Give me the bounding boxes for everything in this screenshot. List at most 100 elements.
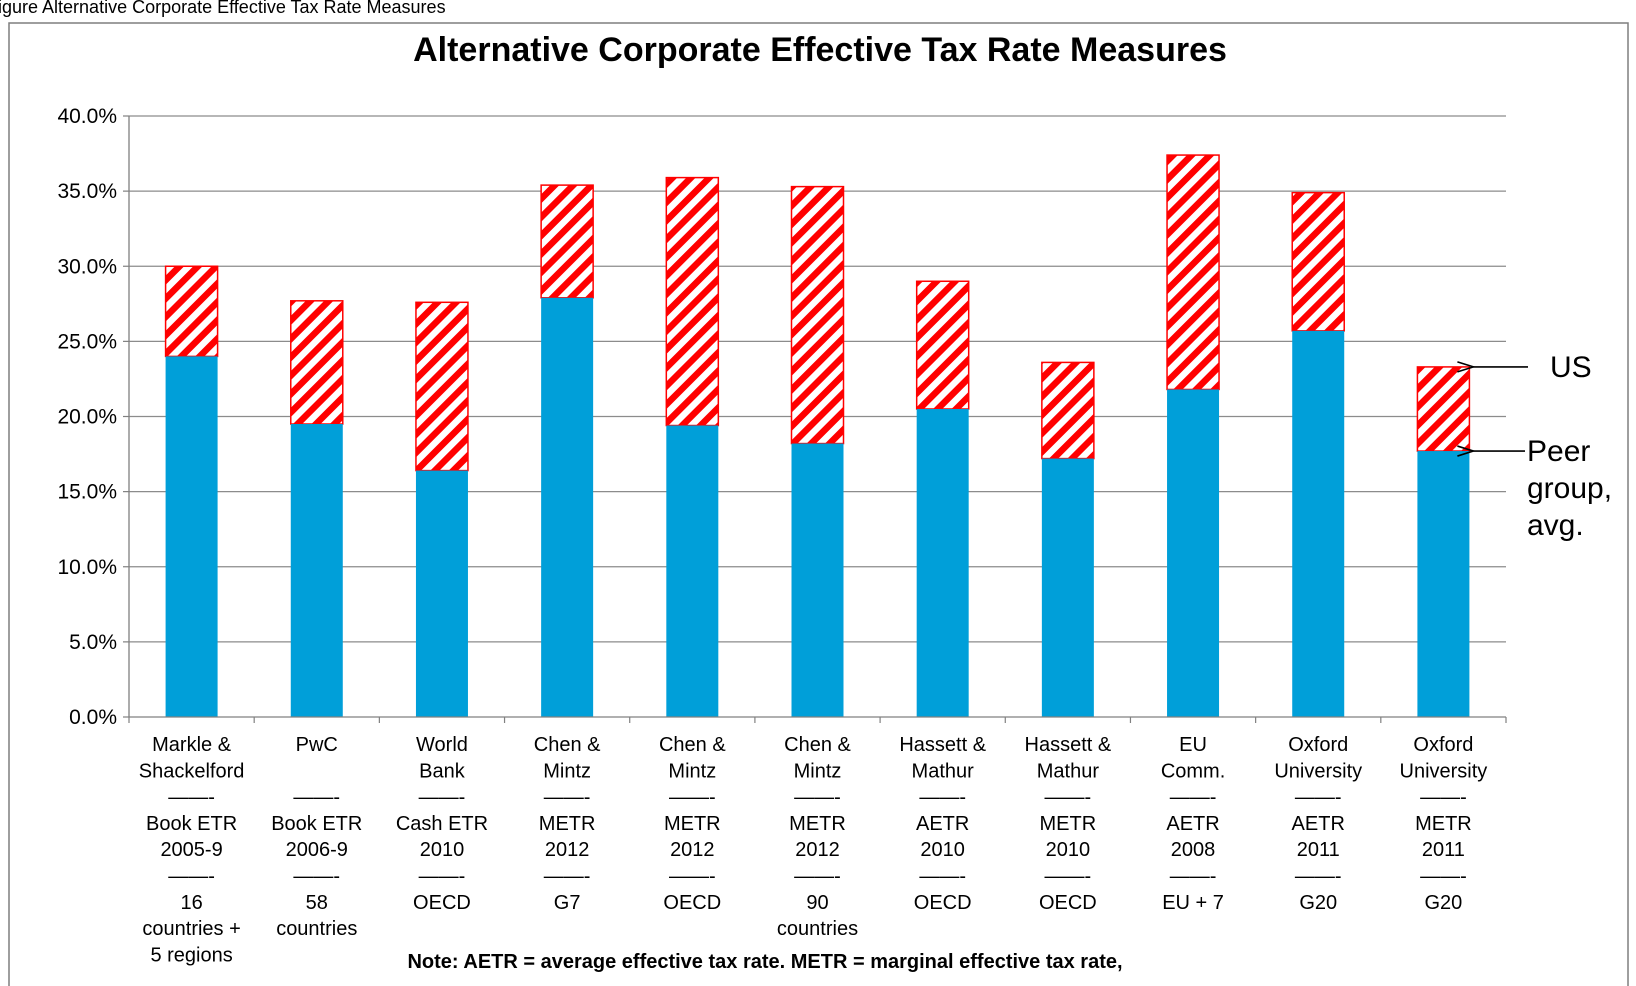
x-tick-label-group: Hassett & Mathur ——- AETR 2010 ——- OECD: [899, 734, 986, 914]
peer-group-annotation-label: Peer: [1527, 435, 1590, 468]
x-tick-label: ——-: [1295, 866, 1342, 888]
x-tick-label: 2012: [670, 839, 715, 861]
x-tick-label: 2006-9: [286, 839, 348, 861]
x-tick-label: 2010: [1046, 839, 1091, 861]
bar-us-increment: [1416, 366, 1471, 452]
x-tick-label-group: World Bank ——- Cash ETR 2010 ——- OECD: [396, 734, 488, 914]
x-tick-label: ——-: [419, 866, 466, 888]
x-tick-label: Hassett &: [899, 734, 986, 756]
y-tick-label: 30.0%: [57, 255, 117, 278]
x-tick-label: Hassett &: [1025, 734, 1112, 756]
x-tick-label: EU: [1179, 734, 1207, 756]
bar-peer-average: [1417, 451, 1470, 717]
x-tick-label: Mintz: [543, 760, 591, 782]
peer-group-annotation-label: group,: [1527, 472, 1612, 505]
bar-us-increment: [1291, 191, 1345, 332]
x-tick-label: ——-: [1420, 787, 1467, 809]
bar-peer-average: [916, 408, 969, 717]
y-axis-ticks: 0.0% 5.0% 10.0% 15.0% 20.0% 25.0% 30.0% 35.0% 40…: [57, 105, 129, 729]
y-tick-label: 25.0%: [57, 330, 117, 353]
bar-us-increment: [1041, 361, 1095, 460]
x-tick-label: OECD: [1039, 892, 1097, 914]
bar-us-increment: [164, 265, 219, 358]
y-tick-label: 0.0%: [69, 706, 117, 729]
x-tick-label: ——-: [168, 866, 215, 888]
x-tick-label: Markle &: [152, 734, 232, 756]
bar-us-increment: [415, 301, 469, 472]
x-axis-labels: Markle & Shackelford ——- Book ETR 2005-9 ——- 1…: [139, 734, 1488, 966]
x-tick-label: Chen &: [784, 734, 851, 756]
x-tick-label: ——-: [919, 866, 966, 888]
x-tick-label: countries: [777, 918, 858, 940]
x-tick-label: ——-: [419, 787, 466, 809]
x-tick-label: 90: [806, 892, 828, 914]
y-tick-label: 10.0%: [57, 556, 117, 579]
bar-us-increment: [790, 185, 845, 445]
y-tick-label: 15.0%: [57, 481, 117, 504]
x-tick-label: ——-: [1170, 866, 1217, 888]
x-tick-label: Mintz: [794, 760, 842, 782]
x-tick-label: 2010: [920, 839, 965, 861]
x-tick-label: 2005-9: [160, 839, 222, 861]
bar-peer-average: [1292, 330, 1345, 717]
x-tick-label: ——-: [794, 866, 841, 888]
x-tick-label: Shackelford: [139, 760, 245, 782]
x-tick-label: ——-: [1295, 787, 1342, 809]
x-tick-label: Oxford: [1288, 734, 1348, 756]
x-tick-label: ——-: [669, 866, 716, 888]
x-tick-label-group: Chen & Mintz ——- METR 2012 ——- OECD: [659, 734, 726, 914]
axes: [128, 116, 1507, 723]
bar-peer-average: [415, 470, 468, 717]
bar-us-increment: [915, 280, 970, 410]
x-tick-label: ——-: [293, 787, 340, 809]
x-tick-label-group: EU Comm. ——- AETR 2008 ——- EU + 7: [1161, 734, 1225, 914]
x-tick-label: ——-: [544, 866, 591, 888]
x-tick-label: METR: [539, 813, 596, 835]
x-tick-label: ——-: [293, 866, 340, 888]
x-tick-label: EU + 7: [1162, 892, 1224, 914]
x-tick-label: METR: [1415, 813, 1472, 835]
bars: [164, 154, 1471, 717]
bar-peer-average: [290, 424, 343, 717]
x-tick-label-group: Hassett & Mathur ——- METR 2010 ——- OECD: [1025, 734, 1112, 914]
bar-us-increment: [1166, 154, 1220, 391]
x-tick-label-group: PwC ——- Book ETR 2006-9 ——- 58 countries: [271, 734, 362, 940]
x-tick-label: METR: [664, 813, 721, 835]
x-tick-label: OECD: [914, 892, 972, 914]
chart-title: Alternative Corporate Effective Tax Rate…: [413, 31, 1227, 69]
x-tick-label: Mathur: [912, 760, 975, 782]
x-tick-label-group: Chen & Mintz ——- METR 2012 ——- G7: [534, 734, 601, 914]
x-tick-label: 2012: [545, 839, 590, 861]
x-tick-label: Chen &: [659, 734, 726, 756]
header-fragment: igure Alternative Corporate Effective Ta…: [0, 0, 446, 17]
x-tick-label: 58: [306, 892, 328, 914]
annotations: US Peer group, avg.: [1473, 351, 1612, 542]
us-annotation-label: US: [1550, 351, 1592, 384]
x-tick-label: ——-: [1420, 866, 1467, 888]
x-tick-label: ——-: [919, 787, 966, 809]
x-tick-label: ——-: [1170, 787, 1217, 809]
y-tick-label: 40.0%: [57, 105, 117, 128]
x-tick-label: AETR: [1166, 813, 1219, 835]
bar-peer-average: [666, 425, 719, 717]
x-tick-label: Bank: [419, 760, 466, 782]
x-tick-label: AETR: [916, 813, 969, 835]
x-tick-label: 2010: [420, 839, 465, 861]
x-tick-label-group: Oxford University ——- METR 2011 ——- G20: [1400, 734, 1488, 914]
x-tick-label: 5 regions: [150, 944, 232, 966]
x-tick-label: Book ETR: [146, 813, 237, 835]
x-tick-label-group: Markle & Shackelford ——- Book ETR 2005-9 ——- 1…: [139, 734, 245, 966]
x-tick-label: METR: [789, 813, 846, 835]
x-tick-label: 2012: [795, 839, 840, 861]
x-tick-label: World: [416, 734, 468, 756]
x-tick-label: AETR: [1292, 813, 1345, 835]
x-tick-label: ——-: [669, 787, 716, 809]
x-tick-label: Cash ETR: [396, 813, 488, 835]
x-tick-label-group: Chen & Mintz ——- METR 2012 ——- 90 countries: [777, 734, 858, 940]
x-tick-label: OECD: [663, 892, 721, 914]
x-tick-label: ——-: [544, 787, 591, 809]
x-tick-label: 2008: [1171, 839, 1216, 861]
x-tick-label: Book ETR: [271, 813, 362, 835]
y-tick-label: 5.0%: [69, 631, 117, 654]
